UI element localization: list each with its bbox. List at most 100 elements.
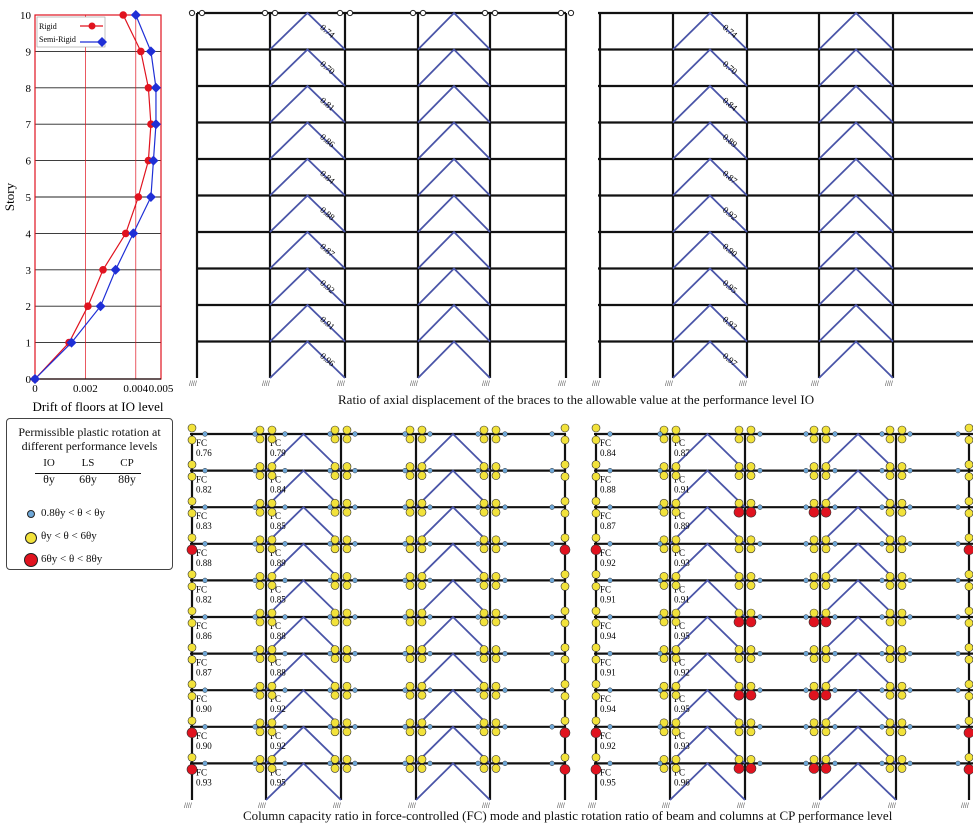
fc-label: FC — [196, 658, 207, 668]
support-icon: //// — [482, 381, 490, 388]
brace — [669, 505, 746, 545]
blue-hinge-icon — [549, 760, 555, 767]
blue-hinge-icon — [502, 577, 508, 584]
brace — [672, 121, 748, 160]
yellow-hinge-icon — [659, 727, 669, 737]
yellow-hinge-icon — [885, 617, 895, 627]
yellow-hinge-icon — [479, 507, 489, 517]
yellow-hinge-icon — [187, 582, 197, 591]
yellow-hinge-icon — [746, 471, 756, 480]
brace — [417, 194, 491, 233]
yellow-hinge-icon — [267, 544, 277, 554]
yellow-hinge-icon — [330, 544, 340, 554]
top-frames-caption: Ratio of axial displacement of the brace… — [338, 392, 815, 407]
connection-icon — [198, 9, 206, 17]
yellow-hinge-icon — [885, 572, 895, 581]
blue-hinge-icon — [549, 650, 555, 657]
yellow-hinge-icon — [417, 544, 427, 554]
yellow-hinge-icon — [330, 581, 340, 590]
blue-hinge-icon — [757, 467, 763, 474]
blue-hinge-icon — [907, 577, 913, 584]
yellow-hinge-icon — [267, 581, 277, 590]
fc-label: FC — [196, 621, 207, 631]
yellow-hinge-icon — [405, 681, 415, 691]
yellow-hinge-icon — [821, 718, 831, 728]
fc-label: FC — [600, 731, 611, 741]
yellow-hinge-icon — [746, 535, 756, 545]
fc-ratio-label: 0.85 — [270, 594, 286, 604]
blue-hinge-icon — [402, 431, 408, 437]
yellow-hinge-icon — [560, 460, 570, 469]
blue-hinge-icon — [657, 541, 663, 547]
yellow-hinge-icon — [885, 681, 895, 691]
yellow-hinge-icon — [405, 572, 415, 581]
semi-rigid-point — [110, 264, 121, 275]
blue-hinge-icon — [657, 760, 663, 767]
blue-hinge-icon — [879, 467, 885, 474]
blue-hinge-icon — [327, 614, 333, 620]
yellow-hinge-icon — [187, 570, 197, 579]
brace — [415, 725, 491, 765]
blue-hinge-icon — [803, 650, 809, 657]
yellow-hinge-icon — [746, 654, 756, 663]
brace-ratio-label: 0.96 — [318, 351, 337, 369]
red-hinge-icon — [186, 544, 198, 556]
blue-hinge-icon — [475, 431, 481, 437]
blue-hinge-icon — [252, 577, 258, 584]
blue-hinge-icon — [502, 467, 508, 474]
yellow-hinge-icon — [897, 654, 907, 663]
fc-label: FC — [196, 694, 207, 704]
brace — [669, 615, 746, 655]
yellow-hinge-icon — [885, 645, 895, 654]
blue-hinge-icon — [427, 760, 433, 767]
brace — [265, 652, 342, 691]
yellow-hinge-icon — [255, 544, 265, 554]
yellow-hinge-icon — [809, 535, 819, 545]
blue-hinge-icon — [955, 431, 961, 437]
yellow-hinge-icon — [671, 764, 681, 773]
yellow-hinge-icon — [417, 645, 427, 654]
brace — [818, 194, 894, 233]
yellow-hinge-icon — [491, 617, 501, 627]
yellow-hinge-icon — [659, 690, 669, 700]
yellow-hinge-icon — [330, 434, 340, 444]
blue-hinge-icon — [402, 687, 408, 693]
blue-hinge-icon — [607, 650, 613, 657]
blue-hinge-icon — [757, 431, 763, 437]
support-icon: //// — [812, 803, 820, 810]
yellow-hinge-icon — [267, 755, 277, 764]
yellow-hinge-icon — [187, 618, 197, 628]
blue-hinge-icon — [832, 431, 838, 437]
yellow-hinge-icon — [342, 617, 352, 627]
connection-icon — [271, 9, 279, 17]
blue-hinge-icon — [502, 687, 508, 693]
blue-hinge-icon — [475, 504, 481, 510]
blue-hinge-icon — [803, 431, 809, 437]
blue-hinge-icon — [352, 650, 358, 657]
yellow-hinge-icon — [479, 608, 489, 618]
yellow-hinge-icon — [897, 617, 907, 627]
blue-hinge-icon — [252, 760, 258, 767]
yellow-hinge-icon — [591, 570, 601, 579]
fc-label: FC — [674, 694, 685, 704]
yellow-hinge-icon — [255, 471, 265, 480]
yellow-hinge-icon — [746, 727, 756, 737]
legend-limit-cp: 8θy — [118, 472, 136, 486]
yellow-hinge-icon — [964, 691, 973, 701]
yellow-hinge-icon — [405, 581, 415, 590]
yellow-hinge-icon — [821, 434, 831, 444]
yellow-hinge-icon — [885, 581, 895, 590]
fc-ratio-label: 0.88 — [270, 668, 286, 678]
legend-item-blue: 0.8θy < θ < θy — [41, 507, 105, 519]
yellow-hinge-icon — [671, 471, 681, 480]
fc-label: FC — [270, 658, 281, 668]
fc-label: FC — [600, 767, 611, 777]
yellow-hinge-icon — [491, 425, 501, 435]
yellow-hinge-icon — [479, 681, 489, 691]
blue-hinge-icon — [502, 431, 508, 437]
blue-hinge-icon — [352, 467, 358, 474]
semi-rigid-point — [145, 192, 156, 202]
blue-hinge-icon — [202, 504, 208, 510]
brace — [818, 340, 894, 379]
yellow-hinge-icon — [417, 617, 427, 627]
